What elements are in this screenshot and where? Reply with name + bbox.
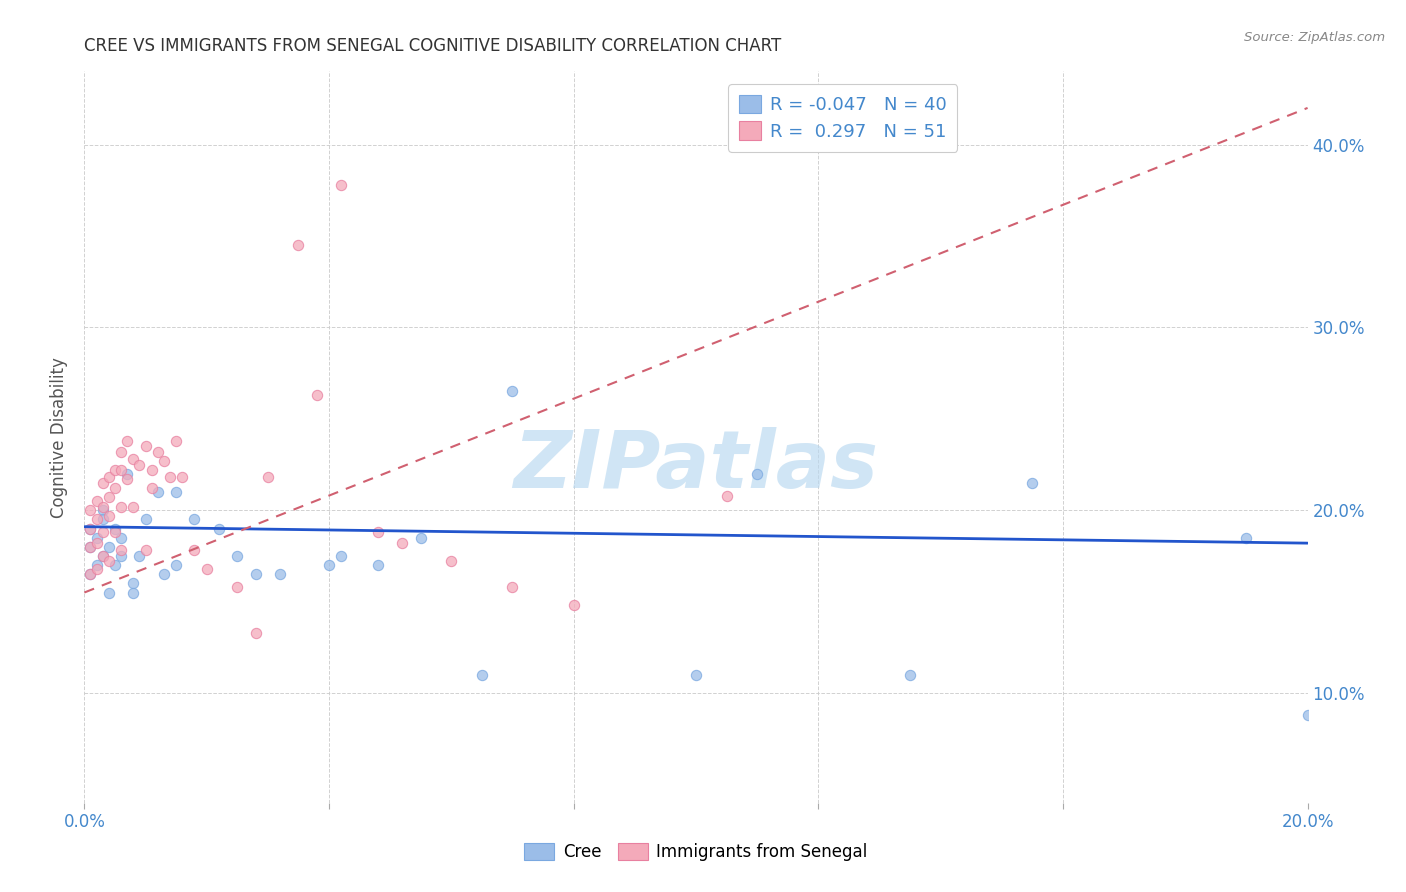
Point: [104, 558, 127, 573]
Point: [269, 567, 291, 582]
Point: [115, 434, 138, 448]
Point: [367, 525, 389, 540]
Point: [97, 554, 120, 568]
Point: [287, 238, 309, 252]
Point: [391, 536, 413, 550]
Text: Source: ZipAtlas.com: Source: ZipAtlas.com: [1244, 31, 1385, 45]
Point: [135, 543, 157, 558]
Point: [86, 512, 108, 526]
Point: [141, 463, 163, 477]
Point: [146, 485, 169, 500]
Point: [97, 470, 120, 484]
Point: [245, 625, 267, 640]
Point: [367, 558, 389, 573]
Point: [91, 475, 114, 490]
Point: [226, 580, 249, 594]
Point: [153, 454, 176, 468]
Point: [104, 521, 127, 535]
Point: [115, 467, 138, 481]
Point: [1021, 475, 1043, 490]
Y-axis label: Cognitive Disability: Cognitive Disability: [51, 357, 69, 517]
Point: [86, 562, 108, 576]
Point: [330, 549, 353, 563]
Point: [165, 485, 187, 500]
Point: [110, 500, 132, 514]
Point: [122, 585, 145, 599]
Point: [502, 580, 524, 594]
Point: [165, 558, 187, 573]
Point: [1296, 708, 1319, 723]
Point: [183, 512, 205, 526]
Point: [91, 525, 114, 540]
Point: [122, 452, 145, 467]
Point: [91, 503, 114, 517]
Point: [128, 458, 150, 472]
Point: [747, 467, 769, 481]
Point: [898, 667, 921, 681]
Point: [110, 444, 132, 458]
Point: [79, 540, 101, 554]
Point: [135, 512, 157, 526]
Point: [79, 567, 101, 582]
Point: [79, 540, 101, 554]
Point: [86, 531, 108, 545]
Point: [685, 667, 707, 681]
Point: [409, 531, 432, 545]
Point: [79, 521, 101, 535]
Point: [97, 491, 120, 505]
Point: [153, 567, 176, 582]
Point: [245, 567, 267, 582]
Point: [128, 549, 150, 563]
Point: [104, 463, 127, 477]
Point: [165, 434, 187, 448]
Point: [195, 562, 218, 576]
Point: [159, 470, 181, 484]
Point: [110, 531, 132, 545]
Point: [91, 512, 114, 526]
Text: ZIPatlas: ZIPatlas: [513, 427, 879, 506]
Point: [330, 178, 353, 192]
Point: [104, 481, 127, 495]
Point: [226, 549, 249, 563]
Point: [122, 500, 145, 514]
Point: [1236, 531, 1258, 545]
Text: CREE VS IMMIGRANTS FROM SENEGAL COGNITIVE DISABILITY CORRELATION CHART: CREE VS IMMIGRANTS FROM SENEGAL COGNITIV…: [84, 37, 782, 54]
Legend: Cree, Immigrants from Senegal: Cree, Immigrants from Senegal: [517, 836, 875, 868]
Point: [716, 489, 738, 503]
Point: [110, 549, 132, 563]
Point: [86, 536, 108, 550]
Point: [79, 567, 101, 582]
Point: [86, 494, 108, 508]
Point: [91, 549, 114, 563]
Point: [122, 576, 145, 591]
Point: [104, 525, 127, 540]
Point: [97, 585, 120, 599]
Point: [110, 463, 132, 477]
Point: [318, 558, 340, 573]
Point: [208, 521, 231, 535]
Point: [440, 554, 463, 568]
Point: [305, 388, 328, 402]
Point: [257, 470, 280, 484]
Point: [110, 543, 132, 558]
Point: [97, 508, 120, 523]
Point: [146, 444, 169, 458]
Point: [79, 521, 101, 535]
Point: [562, 599, 585, 613]
Point: [135, 439, 157, 453]
Point: [91, 549, 114, 563]
Point: [471, 667, 494, 681]
Point: [97, 540, 120, 554]
Point: [86, 558, 108, 573]
Point: [141, 481, 163, 495]
Point: [79, 503, 101, 517]
Point: [91, 500, 114, 514]
Point: [172, 470, 194, 484]
Point: [115, 472, 138, 486]
Point: [502, 384, 524, 399]
Point: [183, 543, 205, 558]
